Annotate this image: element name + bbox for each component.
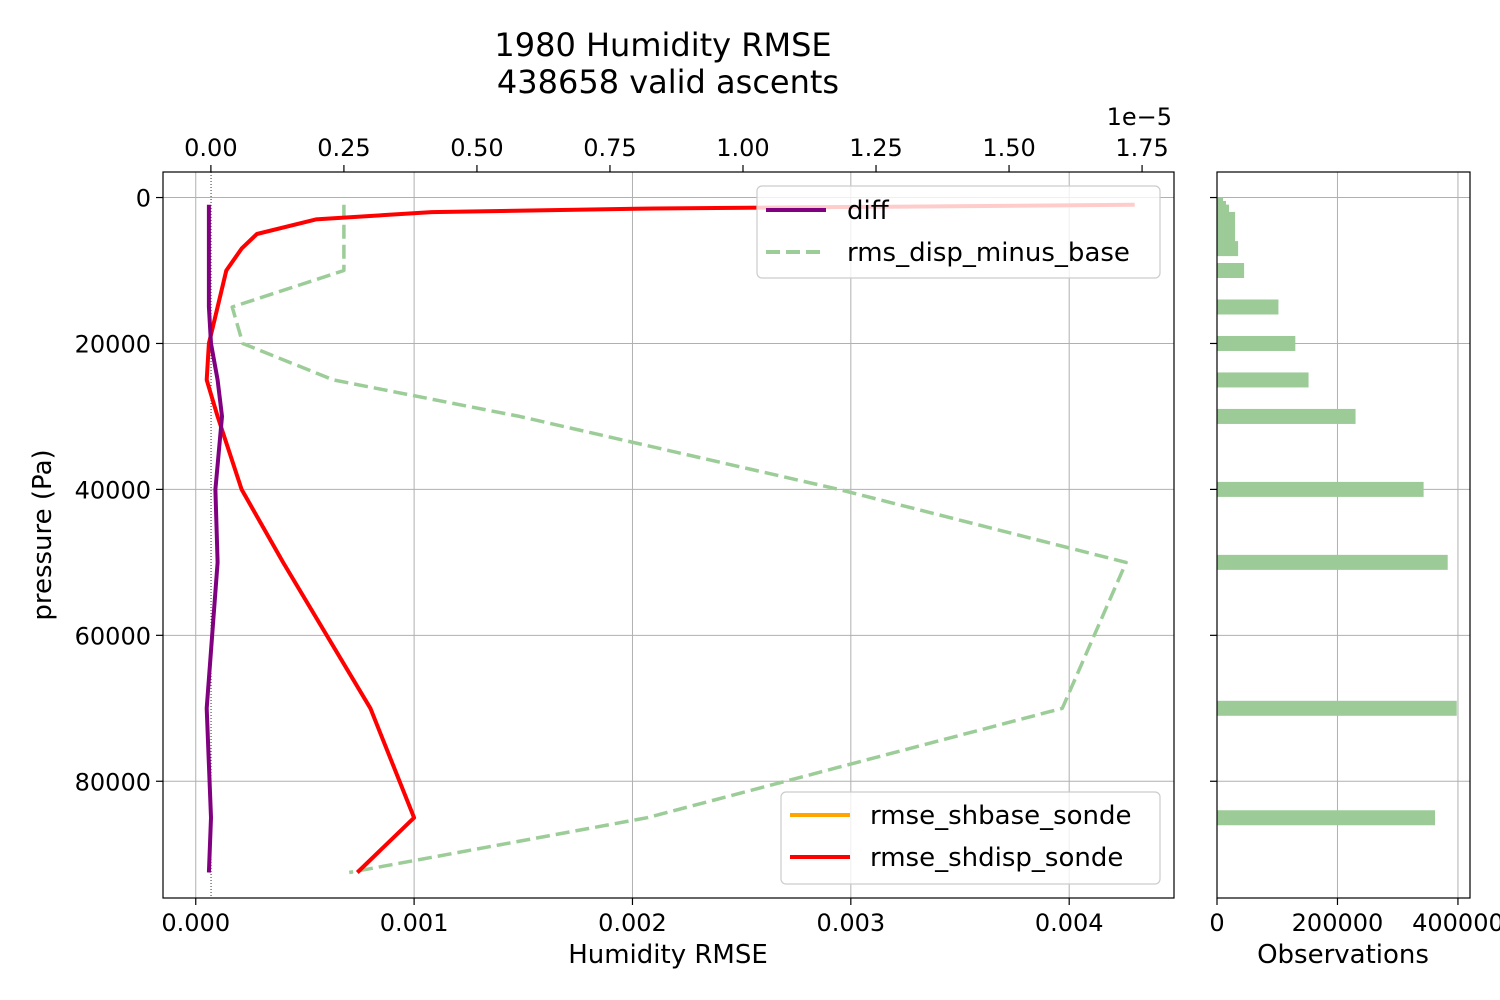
main-y-tick-label-3: 60000 xyxy=(75,622,151,650)
top-axis-ticks: 0.00 0.25 0.50 0.75 1.00 1.25 1.50 1.75 xyxy=(184,134,1169,172)
side-bar-4 xyxy=(1217,226,1236,242)
chart-subtitle: 438658 valid ascents xyxy=(497,63,839,101)
main-x-tick-label-1: 0.001 xyxy=(380,909,449,937)
top-x-tick-label-7: 1.75 xyxy=(1115,134,1168,162)
main-y-tick-label-2: 40000 xyxy=(75,476,151,504)
side-bar-13 xyxy=(1217,700,1457,716)
main-x-tick-label-0: 0.000 xyxy=(161,909,230,937)
side-bar-14 xyxy=(1217,810,1436,826)
main-axis-ticks: 0.000 0.001 0.002 0.003 0.004 0 20000 40000 6000… xyxy=(75,185,1104,937)
main-x-axis-label: Humidity RMSE xyxy=(568,940,768,970)
legend-upper-label-0: diff xyxy=(847,196,890,226)
side-bar-6 xyxy=(1217,263,1245,279)
series-line-rms-disp-minus-base xyxy=(230,204,1128,875)
legend-upper-label-1: rms_disp_minus_base xyxy=(847,238,1130,268)
series-line-diff xyxy=(204,204,224,873)
top-x-tick-label-1: 0.25 xyxy=(317,134,370,162)
main-y-tick-label-4: 80000 xyxy=(75,768,151,796)
side-bar-10 xyxy=(1217,408,1356,424)
main-x-tick-label-2: 0.002 xyxy=(598,909,667,937)
legend-upper: diff rms_disp_minus_base xyxy=(756,185,1161,279)
series-line-rmse-shdisp-sonde xyxy=(204,202,1135,874)
side-bar-7 xyxy=(1217,299,1279,315)
legend-lower-label-1: rmse_shdisp_sonde xyxy=(870,843,1123,873)
side-bar-5 xyxy=(1217,241,1239,257)
legend-lower: rmse_shbase_sonde rmse_shdisp_sonde xyxy=(780,791,1161,885)
side-x-tick-label-1: 200000 xyxy=(1292,909,1384,937)
side-bar-11 xyxy=(1217,481,1424,497)
top-x-tick-label-0: 0.00 xyxy=(184,134,237,162)
side-x-axis-label: Observations xyxy=(1257,940,1429,970)
top-x-tick-label-4: 1.00 xyxy=(716,134,769,162)
side-bar-12 xyxy=(1217,554,1448,570)
legend-lower-label-0: rmse_shbase_sonde xyxy=(870,801,1132,831)
main-x-tick-label-4: 0.004 xyxy=(1035,909,1104,937)
side-bar-8 xyxy=(1217,335,1296,351)
side-bar-9 xyxy=(1217,372,1309,388)
side-axis-ticks: 0 200000 400000 xyxy=(1209,196,1500,937)
top-x-tick-label-5: 1.25 xyxy=(849,134,902,162)
top-x-tick-label-6: 1.50 xyxy=(982,134,1035,162)
side-bar-3 xyxy=(1217,211,1236,227)
side-grid xyxy=(1216,172,1470,898)
side-x-tick-label-2: 400000 xyxy=(1412,909,1500,937)
main-y-axis-label: pressure (Pa) xyxy=(28,449,58,620)
legend-lower-box xyxy=(780,791,1161,885)
main-y-tick-label-1: 20000 xyxy=(75,330,151,358)
side-plot-frame xyxy=(1216,171,1471,899)
main-x-tick-label-3: 0.003 xyxy=(816,909,885,937)
top-axis-offset-label: 1e−5 xyxy=(1107,103,1172,131)
legend-upper-box xyxy=(756,185,1161,279)
main-plot-frame xyxy=(162,171,1175,899)
chart-title: 1980 Humidity RMSE xyxy=(494,26,831,64)
top-x-tick-label-2: 0.50 xyxy=(450,134,503,162)
side-x-tick-label-0: 0 xyxy=(1209,909,1224,937)
side-bars-group xyxy=(1217,197,1457,826)
top-x-tick-label-3: 0.75 xyxy=(583,134,636,162)
main-y-tick-label-0: 0 xyxy=(136,185,151,213)
main-grid xyxy=(163,172,1174,898)
main-series-group xyxy=(204,202,1135,875)
